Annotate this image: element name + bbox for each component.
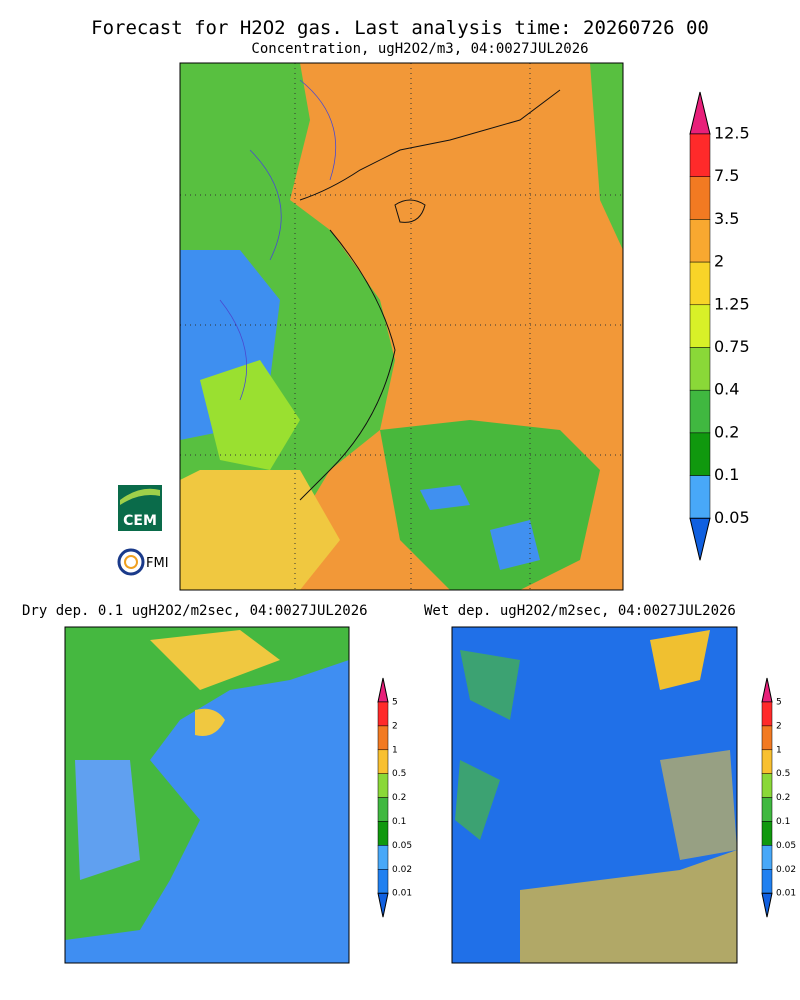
colorbar-label: 0.2	[392, 793, 406, 803]
colorbar-label: 0.4	[714, 380, 739, 399]
panel-title: Dry dep. 0.1 ugH2O2/m2sec, 04:0027JUL202…	[22, 603, 368, 619]
dry-map	[64, 626, 350, 964]
colorbar-segment	[689, 219, 711, 263]
colorbar-segment	[377, 773, 389, 798]
colorbar-label: 0.2	[776, 793, 790, 803]
colorbar-segment	[377, 821, 389, 846]
colorbar-bottom	[761, 892, 773, 918]
colorbar-label: 0.5	[776, 769, 790, 779]
colorbar-label: 1	[392, 745, 398, 755]
colorbar-label: 0.02	[776, 865, 796, 875]
colorbar-segment	[689, 133, 711, 177]
colorbar-segment	[761, 821, 773, 846]
fmi-text: FMI	[146, 556, 169, 571]
colorbar-label: 0.05	[714, 508, 750, 527]
panel-title: Wet dep. ugH2O2/m2sec, 04:0027JUL2026	[424, 603, 736, 619]
colorbar-label: 1	[776, 745, 782, 755]
colorbar-segment	[689, 475, 711, 519]
colorbar-segment	[377, 725, 389, 751]
colorbar-segment	[761, 773, 773, 798]
fmi-logo: FMI	[117, 548, 169, 576]
wet-map	[451, 626, 738, 964]
colorbar-segment	[761, 869, 773, 894]
colorbar-segment	[377, 701, 389, 727]
colorbar-label: 0.02	[392, 865, 412, 875]
colorbar-top	[689, 91, 711, 135]
colorbar-segment	[377, 797, 389, 822]
colorbar-bottom	[689, 517, 711, 561]
colorbar-label: 0.1	[714, 465, 739, 484]
colorbar-segment	[377, 749, 389, 774]
colorbar-segment	[377, 869, 389, 894]
colorbar-segment	[689, 347, 711, 391]
colorbar-label: 1.25	[714, 294, 750, 313]
colorbar-label: 0.05	[392, 841, 412, 851]
colorbar-label: 0.2	[714, 422, 739, 441]
colorbar-segment	[689, 261, 711, 306]
colorbar-segment	[761, 749, 773, 774]
cem-logo: CEM	[118, 485, 162, 531]
colorbar-label: 12.5	[714, 124, 750, 143]
colorbar-label: 5	[776, 698, 782, 708]
colorbar-bottom	[377, 892, 389, 918]
colorbar-segment	[689, 176, 711, 220]
colorbar-label: 3.5	[714, 209, 739, 228]
cem-text: CEM	[123, 513, 157, 529]
colorbar-top	[377, 677, 389, 703]
colorbar-segment	[377, 845, 389, 870]
colorbar-segment	[761, 845, 773, 870]
colorbar-top	[761, 677, 773, 703]
colorbar-segment	[689, 304, 711, 348]
colorbar-label: 0.05	[776, 841, 796, 851]
colorbar-segment	[761, 725, 773, 751]
colorbar-segment	[689, 389, 711, 434]
colorbar-segment	[689, 432, 711, 476]
colorbar-label: 2	[714, 252, 724, 271]
colorbar-label: 0.01	[392, 889, 412, 899]
colorbar-label: 2	[776, 721, 782, 731]
colorbar-label: 2	[392, 721, 398, 731]
main-map	[179, 62, 624, 591]
colorbar-label: 0.01	[776, 889, 796, 899]
colorbar-segment	[761, 701, 773, 727]
colorbar-label: 7.5	[714, 166, 739, 185]
title: Forecast for H2O2 gas. Last analysis tim…	[91, 17, 709, 39]
colorbar-label: 0.5	[392, 769, 406, 779]
colorbar-label: 5	[392, 698, 398, 708]
colorbar-label: 0.1	[776, 817, 790, 827]
colorbar-label: 0.75	[714, 337, 750, 356]
colorbar-segment	[761, 797, 773, 822]
subtitle: Concentration, ugH2O2/m3, 04:0027JUL2026	[251, 41, 588, 57]
colorbar-label: 0.1	[392, 817, 406, 827]
